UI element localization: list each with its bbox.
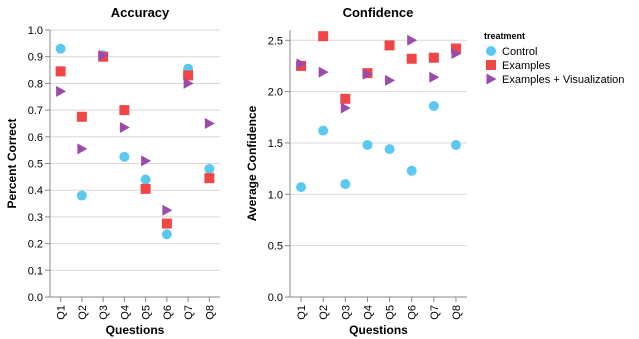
data-point [55,43,66,54]
legend: treatment Control Examples Examples + Visu… [484,31,624,86]
x-tick-label: Q2 [77,305,89,320]
data-point [362,68,373,80]
x-tick-label: Q7 [429,305,441,320]
data-point [318,66,329,78]
y-axis-title: Average Confidence [245,105,259,221]
data-point [76,190,87,201]
data-point [362,140,373,151]
x-tick-label: Q4 [119,305,131,320]
data-point [98,49,109,61]
data-point [161,229,172,240]
y-tick-label: 0.6 [28,132,43,144]
data-point [162,204,173,216]
y-tick-label: 0.0 [268,292,283,304]
y-tick-label: 1.5 [268,138,283,150]
x-tick-label: Q8 [451,305,463,320]
data-point [385,74,396,86]
data-point [161,218,172,229]
y-axis-title: Percent Correct [5,118,19,208]
x-tick-label: Q8 [204,305,216,320]
data-point [296,58,307,70]
y-tick-label: 0.7 [28,105,43,117]
legend-label: Control [502,46,537,58]
y-tick-label: 0.8 [28,78,43,90]
data-point [407,34,418,46]
x-tick-label: Q3 [98,305,110,320]
series-triangle-right [56,49,215,216]
series-square [296,31,461,104]
data-point [140,183,151,194]
data-point [183,77,194,89]
data-point [119,151,130,162]
data-point [450,43,461,54]
data-point [340,179,351,190]
y-tick-label: 0.4 [28,185,43,197]
data-point [318,31,329,42]
y-tick-label: 0.2 [28,239,43,251]
data-point [340,93,351,104]
x-tick-label: Q1 [296,305,308,320]
y-tick-label: 0.3 [28,212,43,224]
data-point [451,48,462,60]
confidence-panel: 0.0 0.5 1.0 1.5 2.0 2.5 Q1 Q2 Q3 Q4 Q5 Q6 Q7 Q8 Confid… [245,5,467,337]
y-tick-label: 2.5 [268,35,283,47]
data-point [318,125,329,136]
y-tick-label: 0.5 [28,159,43,171]
chart-title: Accuracy [111,5,170,20]
data-point [296,182,307,193]
data-point [55,66,66,77]
series-circle [296,100,461,193]
data-point [56,85,67,97]
data-point [384,144,395,155]
y-tick-label: 2.0 [268,87,283,99]
series-square [55,51,215,229]
data-point [340,102,351,114]
legend-symbol [486,60,496,70]
data-point [119,121,130,133]
data-point [119,105,130,116]
legend-symbol [486,73,497,85]
x-tick-label: Q5 [141,305,153,320]
data-point [76,111,87,122]
legend-symbol [486,46,496,56]
x-axis-title: Questions [349,323,408,337]
data-point [204,173,215,184]
legend-label: Examples [502,60,551,72]
accuracy-panel: 0.0 0.1 0.2 0.3 0.4 0.5 0.6 0.7 0.8 0.9 1.0 Q1 Q2 Q3 Q… [5,5,220,337]
x-tick-label: Q5 [385,305,397,320]
x-axis-title: Questions [106,323,165,337]
data-point [429,71,440,83]
y-tick-label: 0.9 [28,52,43,64]
data-point [450,140,461,151]
x-tick-label: Q3 [340,305,352,320]
data-point [204,163,215,174]
series-triangle-right [296,34,462,114]
data-point [140,174,151,185]
x-tick-label: Q2 [318,305,330,320]
legend-label: Examples + Visualization [502,74,624,86]
x-tick-label: Q7 [183,305,195,320]
y-tick-label: 0.5 [268,241,283,253]
data-point [183,70,194,81]
data-point [406,53,417,64]
y-tick-label: 0.1 [28,265,43,277]
data-point [141,155,152,167]
x-tick-label: Q1 [56,305,68,320]
y-tick-label: 1.0 [268,189,283,201]
x-tick-label: Q4 [362,305,374,320]
data-point [406,165,417,176]
data-point [204,117,215,129]
legend-title: treatment [484,31,525,41]
chart-title: Confidence [343,5,414,20]
x-tick-label: Q6 [407,305,419,320]
y-tick-label: 1.0 [28,25,43,37]
data-point [428,100,439,111]
y-tick-label: 0.0 [28,292,43,304]
x-tick-label: Q6 [162,305,174,320]
data-point [428,52,439,63]
data-point [384,40,395,51]
data-point [77,143,88,155]
